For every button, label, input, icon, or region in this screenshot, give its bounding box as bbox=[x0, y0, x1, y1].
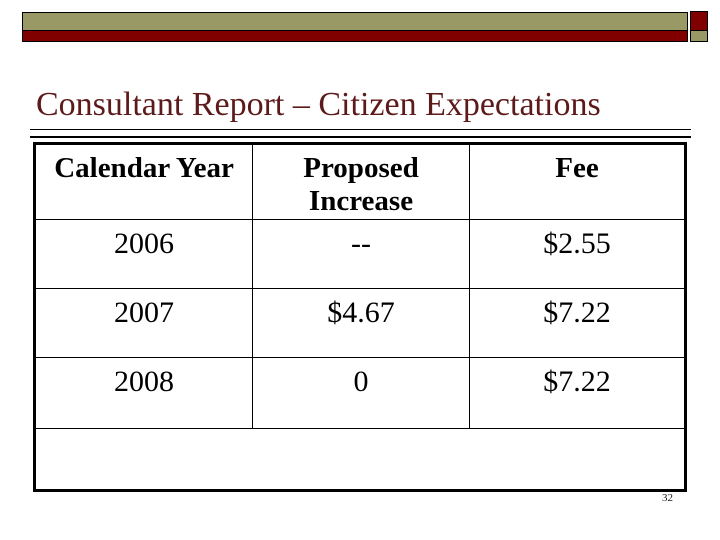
slide-title: Consultant Report – Citizen Expectations bbox=[36, 86, 601, 123]
header-bar-maroon bbox=[22, 30, 688, 42]
cell-fee-2006: $2.55 bbox=[469, 218, 686, 289]
title-underline-bottom bbox=[30, 136, 691, 138]
header-corner-square-olive bbox=[690, 30, 708, 42]
column-header-proposed-increase: Proposed Increase bbox=[252, 143, 470, 220]
column-header-fee: Fee bbox=[469, 143, 686, 220]
cell-year-2006: 2006 bbox=[34, 218, 253, 289]
table-empty-row bbox=[34, 427, 686, 491]
fee-table: Calendar Year Proposed Increase Fee 2006… bbox=[33, 142, 687, 492]
cell-year-2007: 2007 bbox=[34, 287, 253, 358]
table-row: 2006 -- $2.55 bbox=[34, 218, 686, 289]
cell-increase-2008: 0 bbox=[252, 356, 470, 429]
fee-table-container: Calendar Year Proposed Increase Fee 2006… bbox=[33, 142, 687, 492]
cell-year-2008: 2008 bbox=[34, 356, 253, 429]
cell-increase-2007: $4.67 bbox=[252, 287, 470, 358]
page-number: 32 bbox=[662, 492, 673, 504]
cell-increase-2006: -- bbox=[252, 218, 470, 289]
header-corner-square-maroon bbox=[690, 11, 708, 31]
table-row: 2007 $4.67 $7.22 bbox=[34, 287, 686, 358]
cell-fee-2007: $7.22 bbox=[469, 287, 686, 358]
table-row: 2008 0 $7.22 bbox=[34, 356, 686, 429]
title-underline-top bbox=[30, 129, 691, 130]
empty-row-cell bbox=[34, 427, 686, 491]
table-header-row: Calendar Year Proposed Increase Fee bbox=[34, 143, 686, 220]
header-bar-olive bbox=[22, 12, 688, 31]
cell-fee-2008: $7.22 bbox=[469, 356, 686, 429]
column-header-calendar-year: Calendar Year bbox=[34, 143, 253, 220]
